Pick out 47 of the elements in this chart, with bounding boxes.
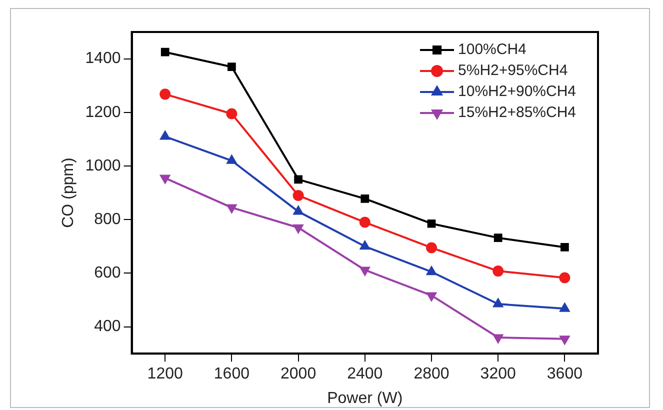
point (492, 266, 504, 277)
legend-label: 10%H2+90%CH4 (458, 83, 576, 100)
point (160, 131, 170, 140)
point (292, 190, 304, 201)
point (494, 234, 502, 242)
y-tick-label: 400 (94, 318, 121, 336)
point (226, 108, 238, 120)
x-tick-label: 2000 (280, 366, 316, 383)
point (560, 243, 569, 252)
point (426, 266, 436, 276)
point (160, 88, 171, 100)
point (360, 194, 370, 203)
point (228, 62, 236, 72)
x-tick-label: 2800 (414, 366, 450, 383)
point (294, 175, 302, 184)
point (493, 334, 503, 344)
y-tick-label: 1400 (85, 50, 121, 68)
y-tick-label: 800 (94, 211, 121, 228)
point (493, 298, 503, 308)
point (226, 204, 237, 214)
y-tick-label: 600 (94, 264, 121, 282)
point (427, 219, 436, 228)
point (426, 292, 436, 301)
point (360, 240, 370, 250)
x-tick-label: 2400 (347, 366, 383, 383)
point (226, 155, 237, 164)
point (293, 224, 304, 234)
legend-label: 5%H2+95%CH4 (458, 62, 568, 80)
point (360, 266, 370, 276)
x-tick-label: 1600 (214, 366, 250, 383)
x-tick-label: 3200 (480, 366, 516, 383)
point (560, 303, 570, 312)
point (160, 48, 170, 56)
y-axis-title: CO (ppm) (60, 158, 78, 228)
y-tick-label: 1000 (85, 157, 121, 174)
x-axis-title: Power (W) (327, 390, 403, 407)
point (560, 336, 570, 344)
x-tick-label: 3600 (546, 366, 583, 383)
x-tick-label: 1200 (147, 366, 183, 383)
point (559, 272, 570, 284)
legend-label: 15%H2+85%CH4 (458, 104, 576, 122)
point (426, 242, 437, 254)
point (359, 216, 370, 228)
legend-label: 100%CH4 (458, 41, 526, 58)
point (160, 174, 170, 184)
y-tick-label: 1200 (85, 104, 121, 121)
point (293, 206, 304, 215)
